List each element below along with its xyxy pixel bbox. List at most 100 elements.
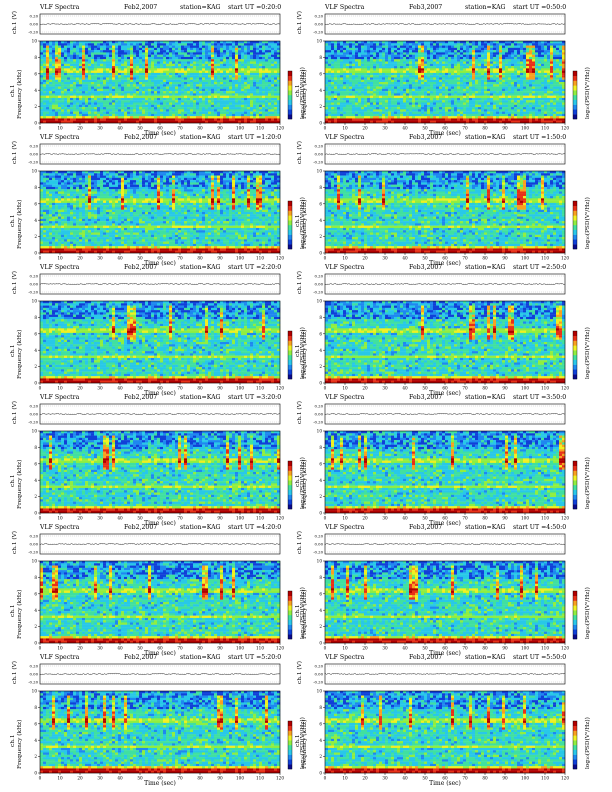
spectrogram-cell [124,107,128,110]
spectrogram-cell [61,47,65,51]
spectrogram-cell [49,102,53,105]
spectrogram-cell [202,43,206,46]
spectrogram-cell [334,56,338,60]
spectrogram-cell [190,43,194,46]
spectrogram-cell [238,77,242,80]
spectrogram-cell [238,95,242,99]
spectrogram-cell [370,47,374,51]
spectrogram-cell [247,93,251,96]
spectrogram-cell [430,56,434,60]
spectrogram-cell [562,50,566,53]
spectrogram-cell [88,54,92,58]
spectrogram-cell [550,68,554,71]
spectrogram-cell [373,93,377,96]
spectrogram-cell [166,56,170,60]
spectrogram-cell [259,70,263,74]
spectrogram-cell [343,61,347,64]
spectrogram-cell [193,59,197,62]
spectrogram-cell [256,47,260,51]
spectrogram-cell [52,47,56,51]
spectrogram-cell [253,88,257,92]
spectrogram-cell [196,118,200,121]
spectrogram-cell [55,100,59,103]
spectrogram-cell [187,43,191,46]
spectrogram-cell [115,102,119,105]
spectrogram-cell [385,45,389,48]
spectrogram-cell [538,77,542,80]
spectrogram-cell [382,86,386,89]
spectrogram-cell [172,66,176,69]
spectrogram-cell [160,70,164,74]
spectrogram-cell [403,77,407,80]
spectrogram-cell [475,52,479,55]
spectrogram-cell [175,100,179,103]
spectrogram-cell [364,66,368,69]
spectrogram-cell [148,41,152,44]
spectrogram-cell [364,95,368,99]
spectrogram-cell [451,75,455,78]
spectrogram-cell [538,50,542,53]
spectrogram-cell [268,68,272,71]
spectrogram-cell [475,88,479,92]
spectrogram-cell [496,43,500,46]
colorbar-swatch [288,75,292,81]
spectrogram-cell [379,93,383,96]
spectrogram-cell [211,100,215,103]
spectrogram-cell [235,47,239,51]
spectrogram-cell [394,77,398,80]
spectrogram-cell [529,93,533,96]
spectrogram-cell [202,72,206,76]
spectrogram-cell [265,43,269,46]
spectrogram-cell [217,50,221,53]
spectrogram-cell [439,95,443,99]
spectrogram-cell [391,82,395,85]
spectrogram-cell [343,66,347,69]
spectrogram-cell [496,88,500,92]
spectrogram-cell [478,43,482,46]
spectrogram-cell [541,77,545,80]
spectrogram-cell [541,88,545,92]
spectrogram-cell [391,97,395,101]
spectrogram-cell [241,116,245,119]
spectrogram-cell [112,66,116,69]
spectrogram-cell [160,82,164,85]
spectrogram-cell [79,95,83,99]
spectrogram-cell [259,68,263,71]
spectrogram-cell [169,111,173,115]
spectrogram-cell [268,88,272,92]
spectrogram-cell [49,66,53,69]
spectrogram-cell [82,116,86,119]
spectrogram-cell [526,79,530,83]
spectrogram-cell [544,50,548,53]
spectrogram-cell [373,56,377,60]
spectrogram-cell [184,66,188,69]
spectrogram-cell [463,95,467,99]
spectrogram-cell [379,70,383,74]
spectrogram-cell [55,116,59,119]
spectrogram-cell [394,79,398,83]
spectrogram-cell [250,95,254,99]
spectrogram-cell [85,95,89,99]
spectrogram-cell [232,52,236,55]
spectrogram-cell [157,93,161,96]
spectrogram-cell [205,107,209,110]
spectrogram-cell [388,72,392,76]
spectrogram-cell [247,88,251,92]
spectrogram-cell [376,88,380,92]
spectrogram-cell [400,43,404,46]
spectrogram-cell [253,120,257,124]
spectrogram-cell [511,61,515,64]
spectrogram-cell [238,59,242,62]
spectrogram-cell [520,66,524,69]
spectrogram-cell [163,41,167,44]
spectrogram-cell [133,104,137,108]
spectrogram-cell [472,70,476,74]
spectrogram-cell [208,118,212,121]
spectrogram-cell [133,91,137,94]
spectrogram-cell [409,79,413,83]
spectrogram-cell [121,116,125,119]
spectrogram-cell [379,50,383,53]
spectrogram-cell [76,68,80,71]
spectrogram-cell [145,95,149,99]
spectrogram-cell [433,41,437,44]
